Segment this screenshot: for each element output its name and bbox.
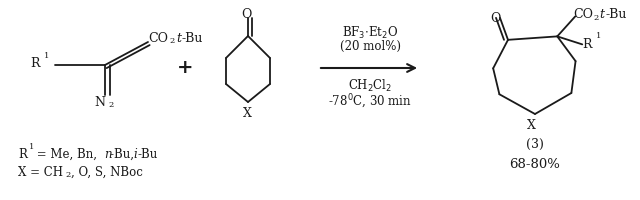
Text: N: N [94,96,105,109]
Text: R: R [582,38,592,51]
Text: X = CH: X = CH [18,166,63,179]
Text: 68-80%: 68-80% [509,158,561,171]
Text: = Me, Bn,: = Me, Bn, [33,148,100,161]
Text: -Bu: -Bu [137,148,157,161]
Text: t: t [599,8,604,21]
Text: n: n [104,148,111,161]
Text: CH$_2$Cl$_2$: CH$_2$Cl$_2$ [348,78,392,94]
Text: X: X [527,119,536,132]
Text: R: R [18,148,27,161]
Text: 2: 2 [65,171,70,179]
Text: CO: CO [573,8,593,21]
Text: 2: 2 [593,14,598,22]
Text: (20 mol%): (20 mol%) [339,40,401,53]
Text: R: R [30,57,40,70]
Text: +: + [177,59,193,77]
Text: X: X [243,107,252,120]
Text: CO: CO [148,32,168,45]
Text: O: O [241,8,252,21]
Text: -Bu: -Bu [605,8,627,21]
Text: O: O [490,12,500,25]
Text: t: t [176,32,181,45]
Text: i: i [133,148,137,161]
Text: 1: 1 [596,32,602,40]
Text: , O, S, NBoc: , O, S, NBoc [71,166,143,179]
Text: 2: 2 [169,37,174,45]
Text: 1: 1 [29,143,35,151]
Text: -Bu,: -Bu, [110,148,138,161]
Text: -78$^0$C, 30 min: -78$^0$C, 30 min [328,93,412,111]
Text: -Bu: -Bu [182,32,204,45]
Text: (3): (3) [526,138,544,151]
Text: 2: 2 [108,101,113,109]
Text: 1: 1 [44,52,49,60]
Text: BF$_3$$\cdot$Et$_2$O: BF$_3$$\cdot$Et$_2$O [342,25,398,41]
